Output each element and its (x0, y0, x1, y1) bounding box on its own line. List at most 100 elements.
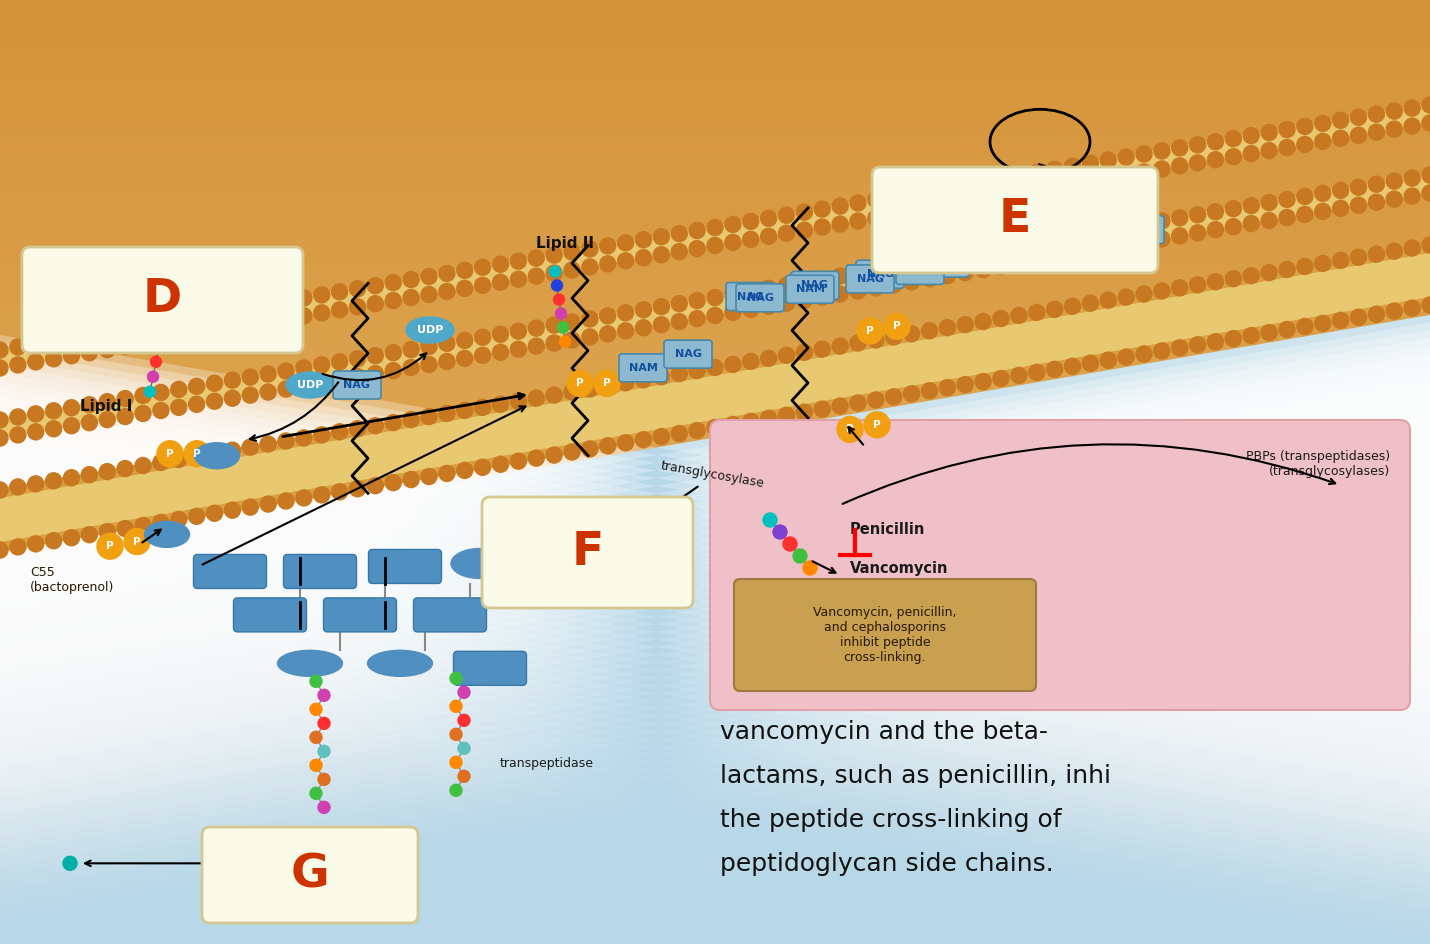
Circle shape (832, 198, 848, 214)
Circle shape (456, 402, 473, 418)
Bar (0, 137, 1430, 142)
Circle shape (332, 424, 347, 440)
Circle shape (1226, 330, 1241, 346)
Bar (0, 52, 1430, 57)
Circle shape (456, 262, 473, 278)
Circle shape (814, 271, 831, 287)
Bar (0, 425, 1430, 430)
Circle shape (778, 278, 795, 294)
Bar (0, 113, 1430, 118)
Circle shape (563, 262, 581, 278)
Polygon shape (0, 522, 1430, 787)
Text: NAG: NAG (736, 292, 764, 301)
Circle shape (134, 406, 152, 422)
Circle shape (1154, 231, 1170, 247)
Circle shape (170, 399, 187, 415)
Circle shape (310, 759, 322, 771)
Bar (0, 269, 1430, 274)
Bar (0, 623, 1430, 628)
Polygon shape (0, 583, 1430, 849)
Circle shape (1350, 127, 1367, 143)
Ellipse shape (406, 317, 453, 343)
Polygon shape (0, 243, 1430, 552)
Bar (0, 543, 1430, 548)
Circle shape (582, 329, 598, 345)
Bar (0, 453, 1430, 458)
Circle shape (725, 357, 741, 373)
Polygon shape (0, 499, 1430, 765)
Bar (0, 850, 1430, 854)
Circle shape (439, 353, 455, 369)
Circle shape (242, 299, 259, 315)
FancyBboxPatch shape (711, 420, 1410, 710)
Circle shape (559, 336, 571, 347)
Circle shape (904, 326, 919, 342)
Circle shape (63, 329, 80, 346)
Bar (0, 245, 1430, 250)
Bar (0, 481, 1430, 486)
Circle shape (82, 466, 97, 482)
FancyBboxPatch shape (787, 276, 834, 303)
Text: P: P (847, 425, 854, 434)
Circle shape (635, 250, 652, 266)
Circle shape (456, 332, 473, 348)
Circle shape (654, 246, 669, 262)
Text: P: P (874, 420, 881, 430)
Circle shape (706, 290, 724, 306)
Circle shape (1207, 222, 1224, 238)
Circle shape (1028, 234, 1045, 250)
Circle shape (313, 287, 330, 303)
Circle shape (403, 290, 419, 306)
Circle shape (599, 378, 616, 394)
Circle shape (242, 387, 259, 403)
Text: D: D (143, 278, 182, 323)
Bar (0, 194, 1430, 198)
Circle shape (1135, 346, 1153, 362)
Text: G: G (290, 852, 329, 898)
Circle shape (761, 211, 776, 227)
FancyBboxPatch shape (193, 554, 266, 588)
Circle shape (832, 286, 848, 302)
Bar (0, 581, 1430, 585)
Bar (0, 831, 1430, 835)
Bar (0, 585, 1430, 590)
FancyBboxPatch shape (233, 598, 306, 632)
Circle shape (63, 530, 80, 546)
Circle shape (153, 402, 169, 418)
Circle shape (332, 284, 347, 300)
Text: lactams, such as penicillin, inhi: lactams, such as penicillin, inhi (719, 764, 1111, 788)
Circle shape (310, 675, 322, 687)
Text: NAG: NAG (801, 280, 828, 291)
Circle shape (242, 499, 259, 515)
Circle shape (725, 416, 741, 432)
Bar (0, 142, 1430, 146)
Circle shape (1011, 167, 1027, 183)
Circle shape (313, 357, 330, 373)
Bar (0, 835, 1430, 840)
Circle shape (599, 238, 616, 254)
Text: P: P (894, 321, 901, 331)
Circle shape (921, 271, 938, 287)
Circle shape (1421, 185, 1430, 201)
Circle shape (1297, 259, 1313, 275)
Bar (0, 406, 1430, 411)
Circle shape (706, 238, 724, 254)
Polygon shape (0, 477, 1430, 741)
Polygon shape (0, 392, 1430, 657)
Circle shape (1314, 185, 1331, 201)
Circle shape (1083, 155, 1098, 171)
Circle shape (10, 539, 26, 555)
Bar (0, 359, 1430, 363)
Circle shape (1118, 237, 1134, 253)
Circle shape (552, 280, 562, 291)
Circle shape (134, 387, 152, 403)
Bar (0, 312, 1430, 316)
Circle shape (242, 317, 259, 333)
Bar (0, 283, 1430, 288)
Text: Pentaglycine: Pentaglycine (280, 857, 366, 869)
Text: NAG: NAG (857, 274, 884, 284)
Circle shape (761, 350, 776, 366)
Ellipse shape (277, 650, 343, 676)
Polygon shape (0, 599, 1430, 864)
Bar (0, 448, 1430, 453)
